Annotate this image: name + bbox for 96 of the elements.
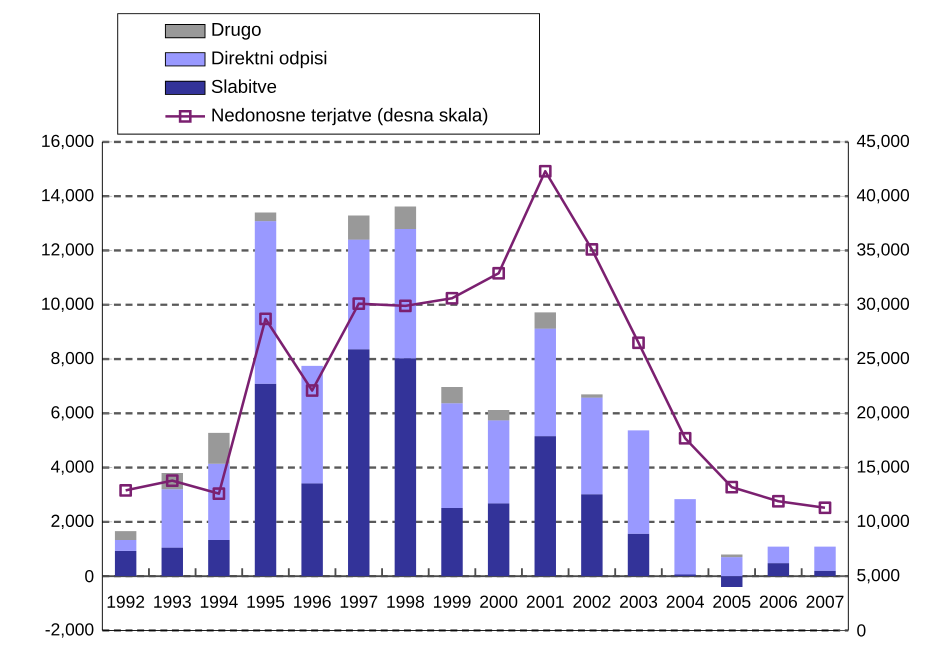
- bar: [488, 410, 510, 420]
- y2-tick-label: 35,000: [857, 243, 910, 258]
- bar: [581, 494, 603, 576]
- bar: [441, 386, 463, 404]
- x-tick-label: 2006: [760, 596, 797, 608]
- bar: [488, 420, 510, 504]
- bar: [768, 563, 790, 576]
- y-tick-label: 12,000: [42, 243, 94, 258]
- x-tick-label: 2007: [806, 596, 844, 608]
- x-tick-label: 2000: [480, 596, 518, 608]
- bar: [581, 398, 603, 494]
- bar: [301, 366, 323, 484]
- bar: [394, 358, 416, 576]
- point: [259, 312, 272, 326]
- x-tick-label: 1992: [108, 596, 144, 608]
- bar: [394, 228, 416, 358]
- y-tick-label: 10,000: [42, 298, 94, 312]
- y-tick-label: 14,000: [42, 188, 94, 204]
- x-tick-label: 2005: [713, 596, 750, 608]
- point: [772, 494, 785, 508]
- point: [632, 336, 645, 350]
- x-tick-label: 2003: [620, 596, 658, 608]
- bar: [534, 436, 556, 576]
- point: [818, 501, 832, 514]
- bar: [114, 550, 136, 576]
- x-tick-label: 1998: [387, 596, 424, 608]
- x-tick-label: 1995: [247, 596, 284, 608]
- point: [586, 242, 598, 256]
- y-tick-label: -2,000: [46, 623, 94, 638]
- legend-label: Nedonosne terjatve (desna skala): [212, 108, 488, 126]
- bar: [254, 384, 276, 576]
- y2-tick-label: 40,000: [856, 188, 910, 204]
- y-tick-label: 8,000: [51, 352, 94, 366]
- bar: [162, 489, 183, 548]
- bar: [534, 328, 556, 436]
- point: [399, 299, 412, 312]
- bar: [534, 312, 556, 329]
- point: [492, 266, 506, 280]
- point: [352, 297, 366, 310]
- point: [119, 484, 132, 497]
- bar: [254, 212, 276, 222]
- point: [678, 432, 692, 445]
- bar: [348, 349, 370, 576]
- bar: [301, 483, 323, 576]
- point: [725, 480, 738, 494]
- bar: [488, 503, 510, 576]
- y2-tick-label: 15,000: [858, 460, 910, 475]
- x-tick-label: 2004: [666, 596, 704, 608]
- point: [446, 292, 458, 305]
- x-tick-label: 1997: [340, 596, 378, 608]
- bar: [721, 557, 742, 576]
- legend-label: Direktni odpisi: [212, 50, 326, 68]
- x-tick-label: 1993: [154, 596, 191, 608]
- y2-tick-label: 25,000: [857, 352, 910, 366]
- bar: [628, 430, 650, 534]
- y2-tick-label: 0: [857, 624, 866, 637]
- y2-tick-label: 10,000: [858, 514, 910, 529]
- y-tick-label: 6,000: [51, 406, 94, 420]
- y2-tick-label: 45,000: [856, 134, 910, 150]
- bar: [581, 394, 603, 398]
- bar: [348, 240, 370, 350]
- bar: [114, 540, 136, 551]
- bar: [721, 576, 742, 587]
- bar: [441, 403, 463, 508]
- bar: [814, 570, 836, 576]
- bar: [768, 546, 790, 564]
- x-tick-label: 1999: [434, 596, 471, 608]
- bar: [208, 540, 230, 576]
- y-tick-label: 0: [85, 570, 94, 582]
- bar: [114, 531, 136, 540]
- x-tick-label: 2001: [526, 596, 564, 608]
- bar: [348, 215, 370, 240]
- legend-label: Slabitve: [212, 79, 276, 93]
- bar: [394, 206, 416, 229]
- x-tick-label: 1994: [200, 596, 238, 608]
- x-tick-label: 2002: [573, 596, 610, 608]
- point: [538, 164, 552, 178]
- bar: [441, 508, 463, 576]
- bar: [208, 432, 230, 464]
- y2-tick-label: 30,000: [857, 298, 910, 312]
- y2-tick-label: 20,000: [857, 406, 910, 420]
- y-tick-label: 4,000: [50, 460, 94, 475]
- y-tick-label: 2,000: [51, 514, 94, 529]
- point: [306, 384, 319, 397]
- bar: [162, 548, 183, 576]
- bar: [254, 221, 276, 384]
- x-tick-label: 1996: [294, 596, 331, 608]
- bar: [628, 534, 650, 576]
- bar: [674, 499, 696, 574]
- y-tick-label: 16,000: [42, 134, 94, 150]
- point: [212, 487, 226, 500]
- y2-tick-label: 5,000: [857, 568, 900, 584]
- bar: [721, 554, 742, 558]
- point: [166, 474, 179, 487]
- bar: [814, 546, 836, 571]
- legend-label: Drugo: [212, 22, 261, 40]
